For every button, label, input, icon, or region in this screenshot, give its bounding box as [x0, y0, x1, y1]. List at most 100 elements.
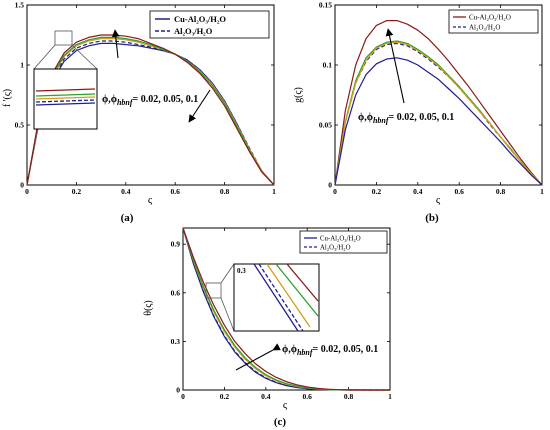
a-xtick-label-0: 0	[25, 187, 29, 196]
a-ytick-label-3: 1.5	[15, 1, 25, 10]
c-inset-line-dashed	[258, 263, 304, 332]
b-xtick-label-0: 0	[333, 187, 337, 196]
b-series-line-0	[334, 20, 543, 186]
b-ytick-label-0: 0	[328, 181, 332, 190]
c-annotation-subscript: hbnf	[297, 348, 314, 357]
c-annotation-prefix: ϕ,ϕ	[282, 344, 297, 355]
c-xtick-label-1: 0.2	[220, 392, 230, 401]
a-zoom-connector-right	[71, 44, 98, 70]
a-annotation: ϕ,ϕhbnf= 0.02, 0.05, 0.1	[102, 94, 198, 107]
c-ytick-label-2: 0.6	[171, 288, 181, 297]
a-arrow-down	[188, 89, 211, 123]
c-inset-tick-label: 0.3	[237, 267, 246, 275]
c-series-line-4	[182, 227, 390, 391]
a-xtick-label-3: 0.6	[171, 187, 181, 196]
a-inset-lines	[35, 88, 96, 106]
b-series-line-4	[334, 57, 543, 186]
a-xtick-label-4: 0.8	[220, 187, 230, 196]
a-ytick-label-2: 1	[20, 61, 24, 70]
c-xtick-label-0: 0	[181, 392, 185, 401]
panel-b: 0 0.2 0.4 0.6 0.8 1 0 0.05 0.1 0.15 Cu-Al₂O₃/H₂O …	[293, 1, 544, 225]
a-xlabel: ς	[148, 194, 153, 206]
a-plot-frame	[26, 4, 275, 186]
b-legend-label-0: Cu-Al₂O₃/H₂O	[469, 14, 511, 22]
c-plot-frame	[182, 227, 391, 391]
b-annotation: ϕ,ϕhbnf= 0.02, 0.05, 0.1	[358, 112, 454, 125]
a-legend-label-1: Al₂O₃/H₂O	[174, 26, 213, 36]
c-zoom-box	[205, 282, 222, 299]
c-panel-label: (c)	[274, 416, 287, 428]
c-inset-line-yellow	[266, 263, 311, 328]
c-inset-line-green	[275, 263, 319, 317]
a-xtick-label-1: 0.2	[72, 187, 82, 196]
c-xtick-label-2: 0.4	[261, 392, 271, 401]
a-axis-ticks: 0 0.2 0.4 0.6 0.8 1 0 0.5 1 1.5	[15, 1, 277, 197]
b-arrow-up	[385, 28, 405, 104]
b-xtick-label-4: 0.8	[496, 187, 506, 196]
b-annotation-prefix: ϕ,ϕ	[358, 112, 373, 123]
b-panel-label: (b)	[425, 212, 439, 224]
a-series-line-4	[26, 34, 275, 186]
a-series-lines	[26, 34, 275, 186]
a-zoom-connector-left	[33, 44, 56, 70]
a-annotation-prefix: ϕ,ϕ	[102, 94, 117, 105]
a-inset-line-yellow	[35, 96, 96, 100]
a-series-line-1	[26, 40, 275, 186]
c-series-lines	[182, 227, 390, 391]
c-ytick-label-1: 0.3	[171, 337, 181, 346]
a-inset-line-dashed	[35, 99, 96, 103]
b-annotation-subscript: hbnf	[373, 116, 390, 125]
c-zoom-connector-top	[220, 263, 235, 284]
b-axis-ticks: 0 0.2 0.4 0.6 0.8 1 0 0.05 0.1 0.15	[319, 1, 544, 197]
panel-a: 0 0.2 0.4 0.6 0.8 1 0 0.5 1 1.5 Cu-Al₂O₃/H₂O Al₂O…	[2, 1, 276, 225]
c-ylabel: θ(ς)	[143, 300, 154, 315]
b-xtick-label-5: 1	[540, 187, 544, 196]
c-axis-ticks: 0 0.2 0.4 0.6 0.8 1 0 0.3 0.6 0.9	[171, 228, 392, 401]
a-xtick-label-5: 1	[272, 187, 276, 196]
c-inset-line-blue	[253, 263, 299, 332]
c-xtick-label-4: 0.8	[344, 392, 354, 401]
c-xlabel: ς	[283, 399, 288, 411]
c-arrow	[235, 343, 281, 371]
c-inset-line-red	[286, 263, 319, 302]
c-xtick-label-3: 0.6	[303, 392, 313, 401]
a-legend: Cu-Al₂O₃/H₂O Al₂O₃/H₂O	[149, 10, 270, 39]
c-inset-lines	[253, 263, 319, 332]
a-inset-line-green	[35, 93, 96, 97]
a-inset-line-blue	[35, 102, 96, 106]
a-series-line-3	[26, 36, 275, 186]
c-zoom-connector-bottom	[220, 297, 235, 332]
panel-c: 0 0.2 0.4 0.6 0.8 1 0 0.3 0.6 0.9 0.3 Cu-Al₂O₃/H₂…	[143, 227, 392, 428]
a-zoom-box	[54, 30, 73, 46]
a-annotation-values: = 0.02, 0.05, 0.1	[133, 94, 199, 105]
b-plot-frame	[334, 4, 543, 186]
b-xtick-label-1: 0.2	[372, 187, 382, 196]
a-arrow-up	[111, 29, 120, 59]
b-legend-label-1: Al₂O₃/H₂O	[469, 24, 500, 32]
c-legend-label-1: Al₂O₃/H₂O	[320, 245, 351, 252]
c-legend-label-0: Cu-Al₂O₃/H₂O	[320, 236, 361, 243]
a-legend-box	[149, 10, 270, 39]
a-ylabel: f '(ς)	[2, 89, 13, 107]
b-ytick-label-1: 0.05	[319, 121, 332, 130]
b-legend: Cu-Al₂O₃/H₂O Al₂O₃/H₂O	[448, 9, 539, 34]
c-xtick-label-5: 1	[388, 392, 392, 401]
a-ytick-label-1: 0.5	[15, 121, 25, 130]
b-xlabel: ς	[436, 194, 441, 206]
c-legend-box	[299, 230, 388, 254]
b-ylabel: g(ς)	[293, 87, 304, 103]
b-annotation-values: = 0.02, 0.05, 0.1	[389, 112, 455, 123]
c-ytick-label-0: 0	[176, 386, 180, 395]
a-panel-label: (a)	[121, 212, 134, 224]
b-series-lines	[334, 20, 543, 186]
a-legend-label-0: Cu-Al₂O₃/H₂O	[174, 14, 226, 24]
b-legend-box	[448, 9, 539, 34]
c-annotation: ϕ,ϕhbnf= 0.02, 0.05, 0.1	[282, 344, 378, 357]
b-xtick-label-3: 0.6	[455, 187, 465, 196]
a-inset-line-red	[35, 88, 96, 92]
b-xtick-label-2: 0.4	[413, 187, 423, 196]
a-ytick-label-0: 0	[20, 181, 24, 190]
c-annotation-values: = 0.02, 0.05, 0.1	[313, 344, 379, 355]
b-ytick-label-2: 0.1	[323, 61, 333, 70]
c-ytick-label-3: 0.9	[171, 240, 181, 249]
